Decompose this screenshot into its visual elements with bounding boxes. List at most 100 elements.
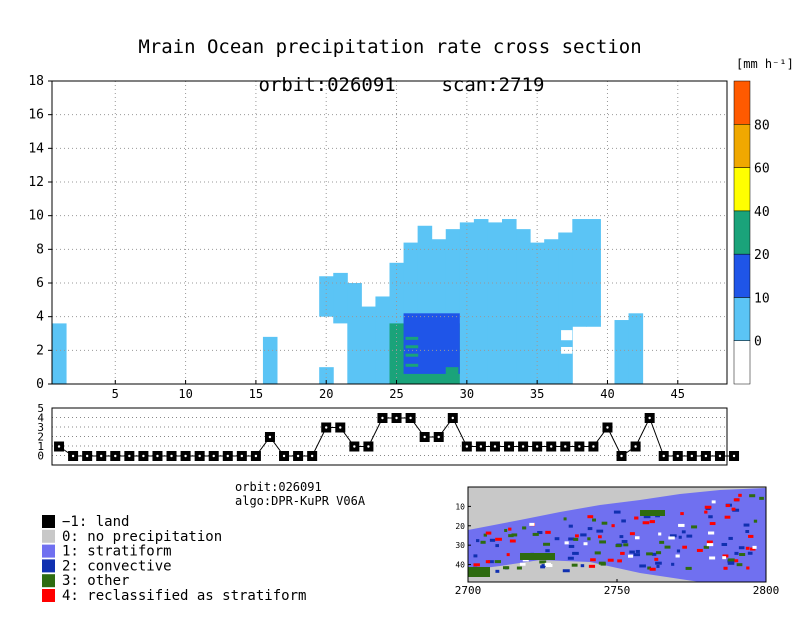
rain-cell — [628, 313, 644, 384]
y-tick-label: 14 — [28, 141, 44, 156]
map-other-pixel — [659, 540, 665, 544]
type-marker-dot — [212, 454, 215, 458]
map-convective-pixel — [568, 537, 575, 541]
type-marker-dot — [521, 445, 525, 448]
info-block: orbit:026091 algo:DPR-KuPR V06A — [235, 480, 366, 508]
rain-gap — [561, 330, 573, 341]
map-convective-pixel — [732, 508, 740, 512]
map-edge-pixel — [545, 564, 553, 568]
type-marker-dot — [296, 454, 300, 458]
map-other-pixel — [739, 552, 746, 556]
map-other-pixel — [587, 537, 591, 541]
map-convective-pixel — [596, 529, 604, 533]
plot-frame — [51, 407, 728, 466]
map-convective-pixel — [621, 539, 628, 543]
map-edge-pixel — [628, 554, 634, 558]
rain-cell — [487, 222, 503, 384]
map-other-pixel — [573, 537, 579, 541]
type-marker-dot — [226, 454, 229, 458]
type-marker-dot — [578, 445, 581, 448]
legend-swatch — [42, 559, 55, 573]
type-marker-dot — [676, 454, 679, 458]
x-tick-label: 15 — [249, 387, 263, 401]
map-reclassified-pixel — [734, 559, 739, 563]
map-convective-pixel — [568, 544, 575, 548]
rain-cell — [347, 283, 362, 384]
map-convective-pixel — [734, 551, 739, 555]
map-convective-pixel — [476, 539, 480, 543]
map-edge-pixel — [675, 554, 680, 558]
type-marker-dot — [648, 416, 651, 420]
map-other-pixel — [691, 525, 698, 529]
rain-cell — [319, 276, 334, 317]
y-tick-label: 10 — [28, 209, 44, 224]
map-convective-pixel — [562, 569, 570, 573]
type-marker-dot — [395, 416, 398, 420]
y-tick-label: 0 — [36, 377, 44, 392]
rain-cell-moderate — [405, 353, 419, 357]
type-marker-dot — [100, 454, 103, 458]
colorbar-band — [733, 80, 751, 125]
map-reclassified-pixel — [629, 532, 635, 536]
type-marker-dot — [325, 426, 328, 429]
map-reclassified-pixel — [607, 558, 614, 562]
rain-cell-moderate — [405, 363, 419, 367]
rain-cell — [516, 229, 531, 384]
x-tick-label: 5 — [112, 387, 119, 401]
map-reclassified-pixel — [545, 530, 551, 534]
map-reclassified-pixel — [738, 493, 742, 497]
type-marker-dot — [184, 454, 187, 458]
y-tick-label: 30 — [455, 541, 465, 550]
y-tick-label: 8 — [36, 242, 44, 257]
map-other-pixel — [508, 534, 514, 538]
map-edge-pixel — [708, 531, 715, 535]
map-convective-pixel — [669, 534, 677, 538]
type-marker-dot — [71, 454, 75, 458]
info-orbit: orbit:026091 — [235, 480, 322, 494]
map-reclassified-pixel — [587, 515, 594, 519]
map-other-pixel — [753, 519, 758, 523]
map-other-pixel — [646, 552, 653, 556]
y-tick-label: 10 — [455, 502, 465, 511]
map-reclassified-pixel — [485, 531, 492, 535]
map-reclassified-pixel — [649, 567, 656, 571]
legend-swatch — [42, 529, 55, 543]
map-convective-pixel — [651, 552, 657, 556]
rain-cell — [502, 219, 517, 384]
colorbar-label: 60 — [754, 162, 770, 177]
map-reclassified-pixel — [509, 539, 516, 543]
map-reclassified-pixel — [654, 557, 659, 561]
map-reclassified-pixel — [634, 516, 639, 520]
type-marker-dot — [592, 445, 595, 448]
type-marker-dot — [732, 454, 736, 458]
map-convective-pixel — [580, 564, 585, 568]
map-reclassified-pixel — [597, 535, 602, 539]
colorbar-band — [733, 340, 751, 385]
map-convective-pixel — [587, 527, 593, 531]
y-tick-label: 20 — [455, 522, 465, 531]
map-other-pixel — [520, 553, 555, 560]
map-edge-pixel — [529, 522, 535, 526]
map-other-pixel — [601, 521, 608, 525]
map-convective-pixel — [567, 556, 574, 560]
map-reclassified-pixel — [722, 554, 729, 558]
type-marker-dot — [282, 454, 286, 458]
rain-cell — [614, 320, 630, 384]
rain-cell — [361, 306, 376, 384]
map-other-pixel — [532, 532, 539, 536]
map-convective-pixel — [745, 529, 750, 533]
map-other-pixel — [736, 563, 743, 567]
map-convective-pixel — [572, 551, 579, 555]
map-reclassified-pixel — [731, 507, 736, 511]
map-other-pixel — [494, 560, 501, 564]
map-edge-pixel — [706, 543, 714, 547]
colorbar-label: 40 — [754, 205, 770, 220]
map-reclassified-pixel — [704, 505, 712, 509]
legend-swatch — [42, 515, 55, 528]
map-convective-pixel — [554, 537, 560, 541]
y-tick-label: 4 — [36, 310, 44, 325]
map-edge-pixel — [752, 545, 757, 549]
type-marker-dot — [620, 454, 623, 458]
map-reclassified-pixel — [745, 546, 750, 550]
